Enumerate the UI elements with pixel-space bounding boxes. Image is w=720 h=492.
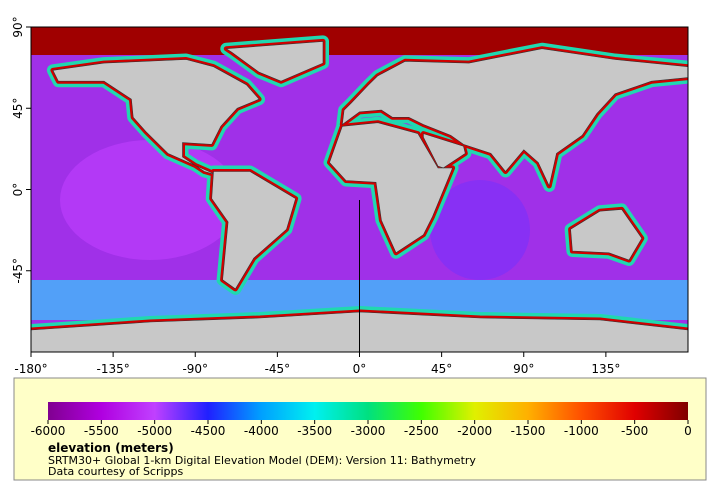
map [31, 27, 688, 352]
x-tick-label: -90° [182, 362, 208, 376]
africa [329, 122, 454, 254]
greenland [225, 41, 324, 82]
colorbar-tick-label: -4500 [191, 424, 226, 438]
x-tick-label: -45° [265, 362, 291, 376]
colorbar-tick-label: -6000 [31, 424, 66, 438]
australia [570, 209, 643, 261]
colorbar-tick-label: -3000 [351, 424, 386, 438]
colorbar-tick-label: -1500 [511, 424, 546, 438]
colorbar-tick-label: -500 [621, 424, 648, 438]
caption-line: SRTM30+ Global 1-km Digital Elevation Mo… [48, 454, 476, 467]
colorbar-tick-label: -1000 [564, 424, 599, 438]
colorbar [48, 402, 688, 420]
x-tick-label: 45° [431, 362, 452, 376]
colorbar-tick-label: -5000 [137, 424, 172, 438]
ocean-shade [430, 180, 530, 280]
continents [31, 35, 688, 352]
y-tick-label: 45° [11, 98, 25, 119]
caption-line: Data courtesy of Scripps [48, 465, 184, 478]
colorbar-label: elevation (meters) [48, 441, 174, 455]
colorbar-tick-label: -2000 [457, 424, 492, 438]
axes: -180° -135° -90° -45° 0° 45° 90° 135° 90° 45° 0° -4… [11, 16, 620, 376]
colorbar-tick-label: -5500 [84, 424, 119, 438]
legend-box [13, 377, 707, 481]
x-tick-label: -180° [14, 362, 47, 376]
colorbar-ticks: -6000 -5500 -5000 -4500 -4000 -3500 -3000 -2500… [31, 420, 692, 438]
x-tick-label: 0° [353, 362, 367, 376]
colorbar-tick-label: -3500 [297, 424, 332, 438]
arabia [423, 133, 466, 169]
y-tick-label: 0° [11, 183, 25, 197]
x-tick-label: 90° [513, 362, 534, 376]
y-tick-label: -45° [11, 258, 25, 284]
eurasia [341, 48, 688, 187]
x-tick-label: 135° [591, 362, 620, 376]
south-america [211, 171, 296, 290]
x-tick-label: -135° [97, 362, 130, 376]
y-tick-label: 90° [11, 16, 25, 37]
colorbar-tick-label: -2500 [404, 424, 439, 438]
north-america [52, 59, 260, 176]
colorbar-tick-label: -4000 [244, 424, 279, 438]
colorbar-tick-label: 0 [684, 424, 692, 438]
